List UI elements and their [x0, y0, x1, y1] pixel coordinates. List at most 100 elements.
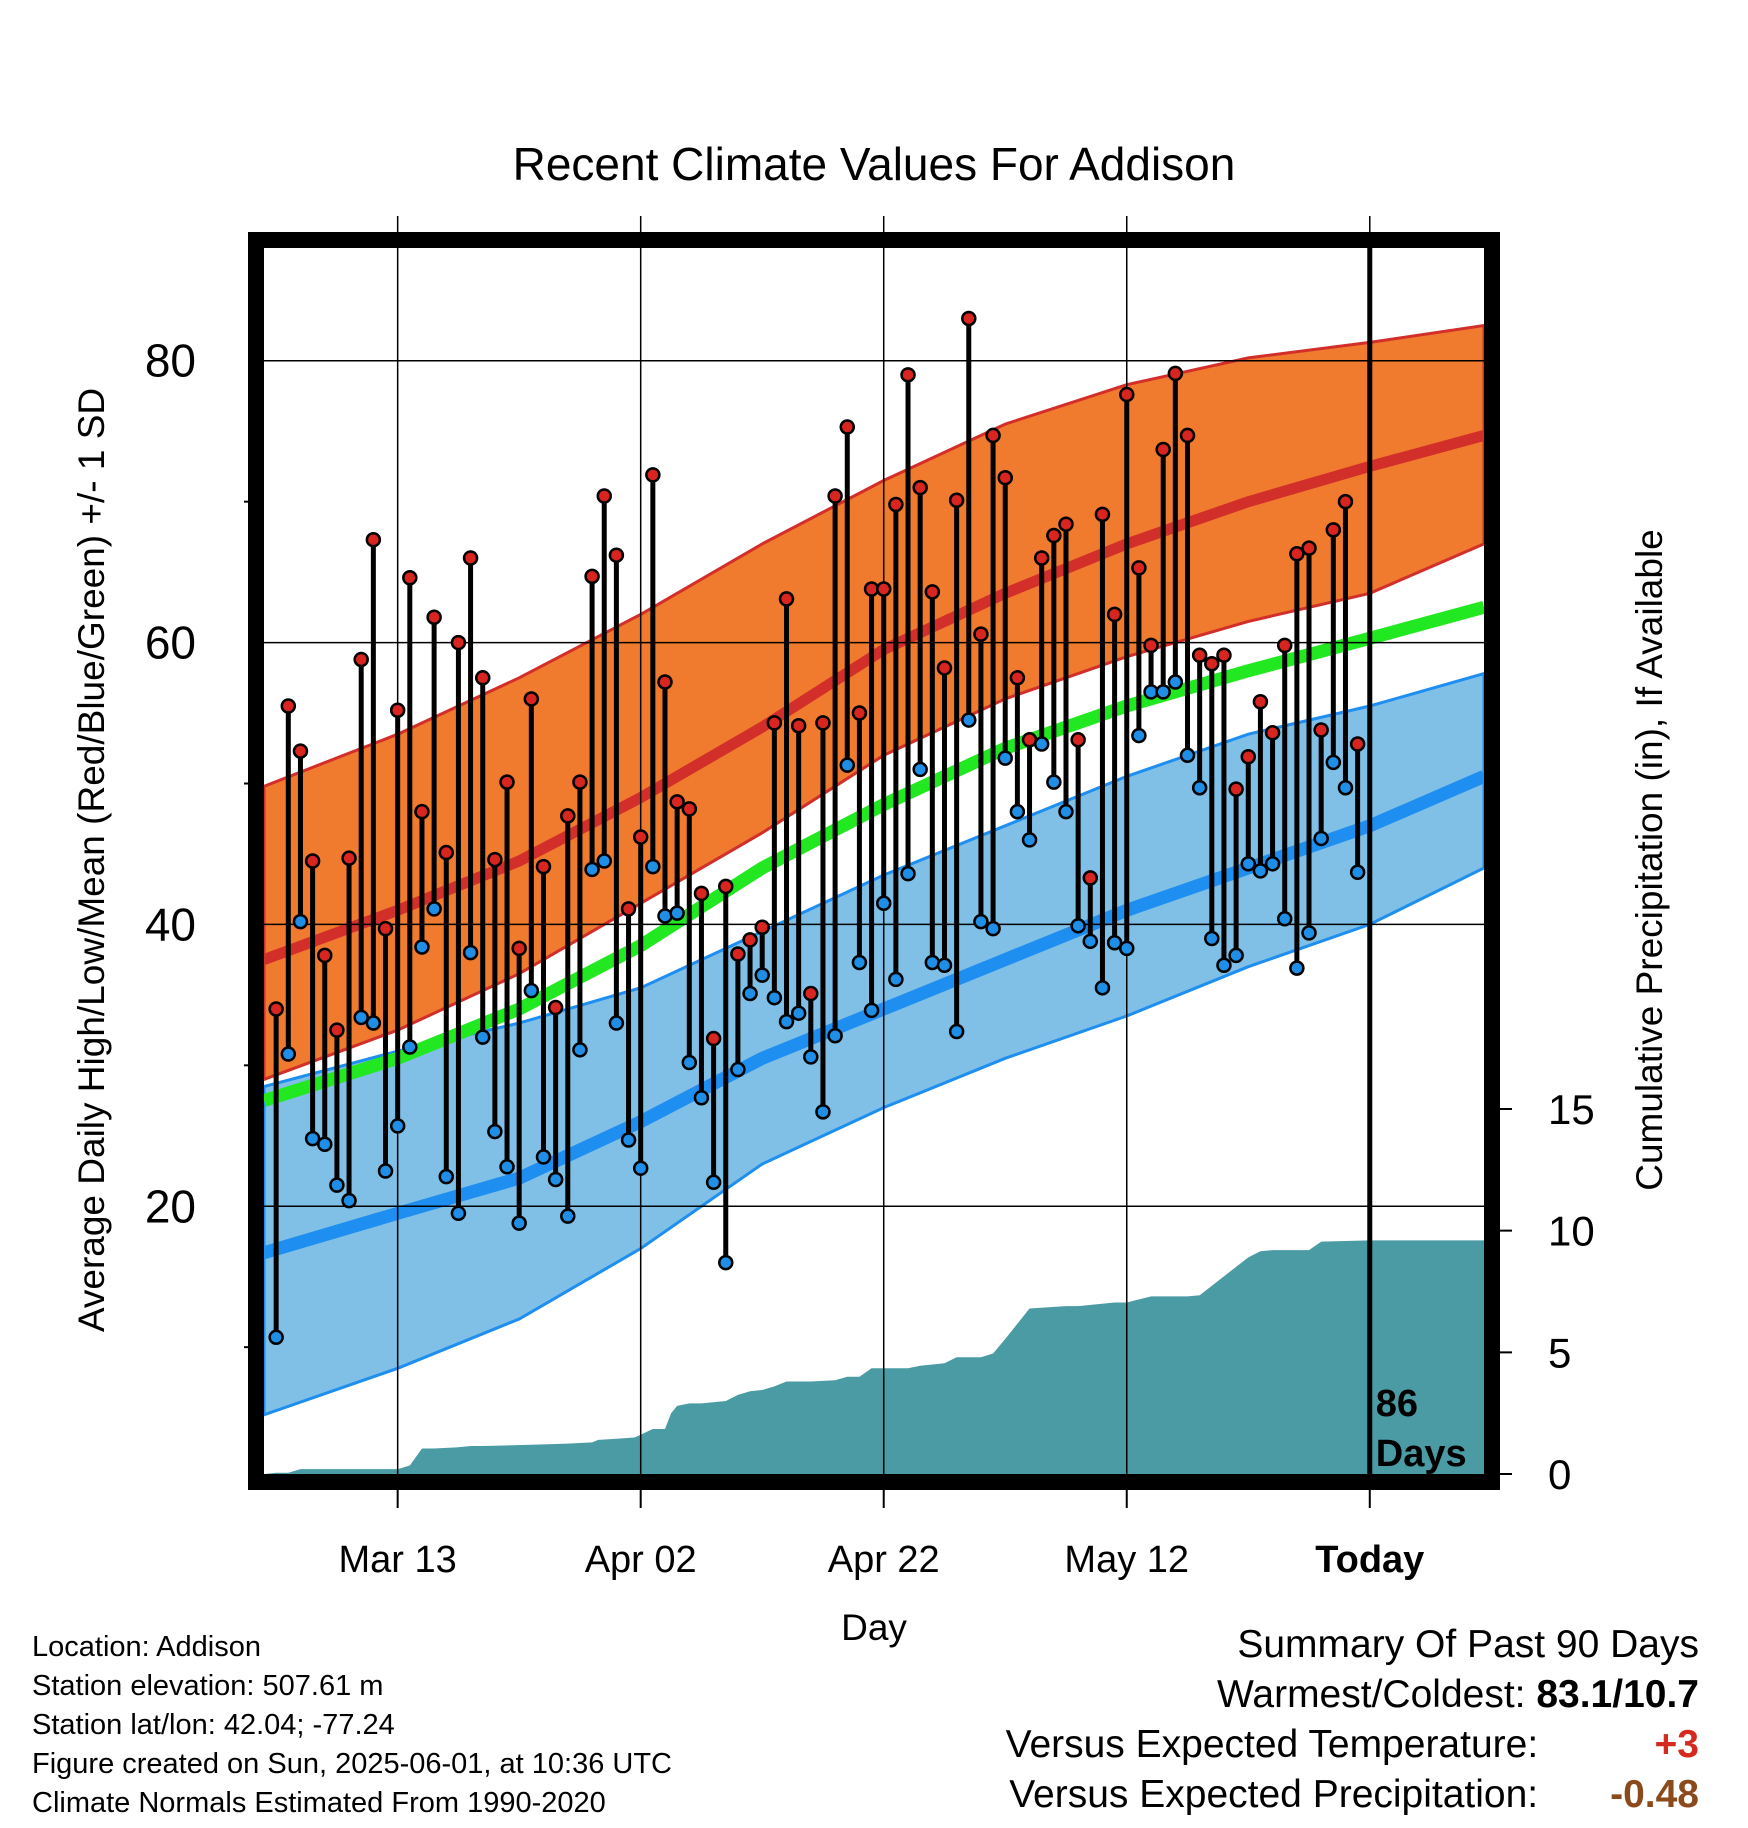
daily-high-point — [487, 851, 503, 868]
daily-high-point — [1070, 732, 1086, 748]
daily-low-point — [985, 920, 1001, 937]
daily-low-point — [414, 939, 430, 955]
daily-low-point — [1033, 736, 1050, 752]
daily-low-point — [839, 757, 856, 773]
daily-low-point — [1094, 980, 1111, 996]
daily-high-point — [1252, 694, 1269, 710]
daily-low-point — [1204, 930, 1220, 947]
daily-high-point — [317, 947, 333, 964]
x-tick-label: Apr 22 — [828, 1539, 940, 1581]
daily-low-point — [1131, 727, 1147, 744]
daily-high-point — [1191, 647, 1208, 664]
daily-low-point — [961, 712, 977, 728]
precipitation-area — [264, 1240, 1484, 1474]
daily-low-point — [827, 1027, 843, 1044]
temp-vs-expected-value: +3 — [1654, 1723, 1699, 1766]
daily-low-point — [1106, 934, 1123, 951]
daily-low-point — [535, 1149, 552, 1165]
daily-high-point — [693, 885, 710, 902]
daily-high-point — [1325, 522, 1342, 538]
daily-high-point — [560, 808, 576, 824]
daily-low-point — [973, 913, 989, 930]
daily-low-point — [888, 971, 904, 988]
daily-high-point — [681, 801, 698, 817]
daily-high-point — [766, 715, 783, 731]
daily-low-point — [1313, 830, 1329, 847]
daily-low-point — [1301, 925, 1317, 941]
daily-high-point — [900, 367, 916, 383]
daily-high-point — [596, 488, 612, 504]
daily-low-point — [1009, 803, 1026, 820]
daily-high-point — [742, 932, 758, 948]
daily-low-point — [851, 954, 868, 971]
axes: 20 40 60 80 Mar 13 Apr 02 Apr 22 May 12 Today 0 5 1… — [145, 335, 1595, 1581]
daily-low-point — [620, 1132, 637, 1148]
y2-tick-label: 10 — [1548, 1208, 1595, 1255]
elevation-text: Station elevation: 507.61 m — [32, 1670, 384, 1702]
daily-high-point — [936, 660, 953, 676]
plot-border — [248, 232, 1500, 1490]
daily-low-point — [547, 1171, 564, 1188]
daily-high-point — [438, 844, 455, 861]
daily-low-point — [572, 1042, 588, 1058]
daily-high-point — [280, 698, 297, 714]
summary-title: Summary Of Past 90 Days — [1237, 1623, 1699, 1666]
daily-high-point — [620, 901, 637, 917]
x-tick-label: Apr 02 — [585, 1539, 697, 1581]
daily-low-point — [1325, 754, 1342, 771]
daily-high-point — [304, 853, 321, 869]
daily-high-point — [973, 626, 989, 642]
daily-low-point — [596, 853, 612, 869]
daily-low-point — [462, 944, 479, 961]
daily-low-point — [1155, 684, 1171, 700]
daily-low-point — [389, 1118, 406, 1134]
daily-high-point — [1349, 736, 1366, 752]
y-tick-label: 80 — [145, 335, 196, 387]
low-sd-band — [264, 672, 1484, 1417]
daily-high-point — [462, 550, 479, 566]
daily-high-point — [535, 858, 552, 875]
daily-low-point — [900, 865, 916, 882]
daily-high-point — [669, 794, 685, 810]
daily-low-point — [912, 761, 928, 778]
daily-high-point — [1216, 647, 1232, 664]
y-tick-label: 60 — [145, 617, 196, 669]
daily-high-point — [353, 651, 369, 668]
daily-low-point — [705, 1174, 722, 1191]
daily-high-point — [851, 705, 868, 721]
daily-high-point — [718, 878, 734, 895]
daily-low-point — [608, 1015, 625, 1031]
daily-low-point — [924, 954, 941, 971]
warm-cold-row: Warmest/Coldest: 83.1/10.7 — [1006, 1670, 1699, 1720]
daily-high-point — [1240, 748, 1257, 765]
y2-axis-label: Cumulative Precipitation (in), If Availa… — [1629, 529, 1670, 1191]
daily-low-point — [754, 967, 770, 983]
y-tick-label: 40 — [145, 898, 196, 950]
station-info: Location: Addison Station elevation: 507… — [32, 1628, 672, 1823]
daily-high-point — [1058, 516, 1074, 532]
daily-high-point — [778, 591, 795, 607]
daily-high-point — [1009, 670, 1026, 686]
today-days-label: 86 — [1376, 1383, 1418, 1425]
daily-low-point — [948, 1023, 965, 1040]
daily-high-point — [1118, 386, 1135, 403]
daily-high-point — [705, 1030, 722, 1047]
precip-vs-expected-value: -0.48 — [1610, 1773, 1699, 1816]
daily-high-point — [474, 670, 491, 686]
latlon-text: Station lat/lon: 42.04; -77.24 — [32, 1709, 395, 1741]
daily-low-point — [766, 989, 783, 1006]
daily-low-point — [353, 1009, 369, 1026]
daily-low-point — [511, 1215, 527, 1231]
daily-high-point — [292, 743, 309, 759]
daily-high-point — [1313, 722, 1329, 738]
daily-low-point — [1349, 864, 1366, 881]
daily-high-point — [790, 717, 807, 734]
today-days-label: Days — [1376, 1433, 1467, 1475]
daily-low-point — [863, 1002, 880, 1019]
daily-high-point — [1082, 870, 1099, 886]
daily-high-point — [1131, 560, 1147, 576]
daily-low-point — [718, 1254, 734, 1271]
precip-vs-expected-row: Versus Expected Precipitation: -0.48 — [1006, 1770, 1699, 1820]
daily-low-point — [657, 908, 673, 924]
daily-high-point — [1167, 365, 1184, 382]
